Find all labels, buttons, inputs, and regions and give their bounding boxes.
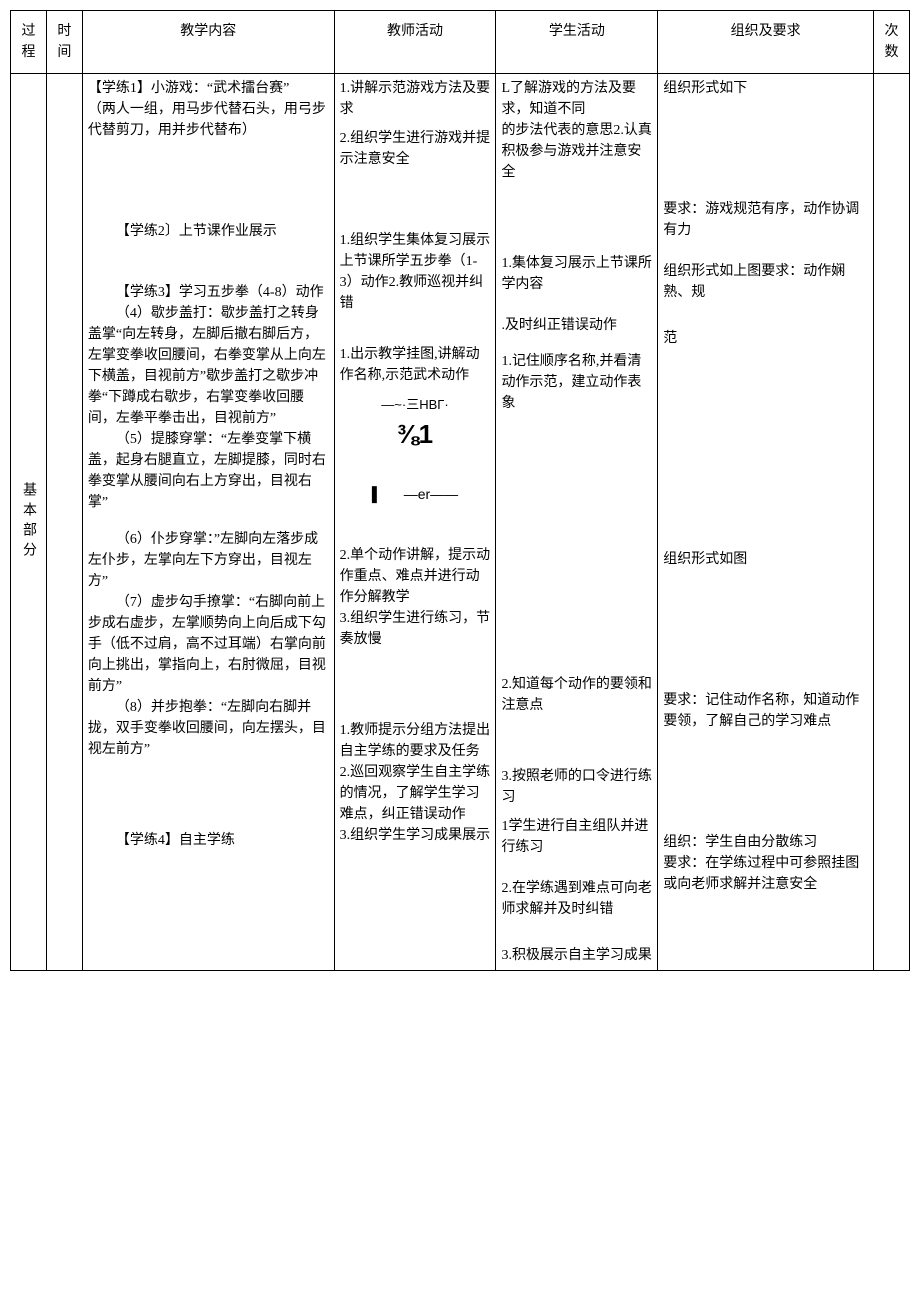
header-student: 学生活动	[496, 11, 658, 74]
org-cell: 组织形式如下 要求：游戏规范有序，动作协调有力 组织形式如上图要求：动作娴熟、规…	[658, 74, 874, 971]
t1-2: 2.组织学生进行游戏并提示注意安全	[340, 128, 491, 170]
s1-1: L了解游戏的方法及要求，知道不同	[501, 78, 652, 120]
s4-3: 3.积极展示自主学习成果	[501, 945, 652, 966]
xl3-6: （6）仆步穿掌：”左脚向左落步成左仆步，左掌向左下方穿出，目视左方”	[88, 529, 329, 592]
xl4-title: 【学练4】自主学练	[88, 830, 329, 851]
t3-1: 1.出示教学挂图,讲解动作名称,示范武术动作	[340, 344, 491, 386]
t3-3: 3.组织学生进行练习，节奏放慢	[340, 608, 491, 650]
xl3-5: （5）提膝穿掌：“左拳变掌下横盖，起身右腿直立，左脚提膝，同时右拳变掌从腰间向右…	[88, 429, 329, 513]
xl1-title: 【学练1】小游戏：“武术擂台赛”	[88, 78, 329, 99]
xl3-7: （7）虚步勾手撩掌：“右脚向前上步成右虚步，左掌顺势向上向后成下勾手（低不过肩，…	[88, 592, 329, 697]
header-time: 时间	[46, 11, 82, 74]
t4-2: 2.巡回观察学生自主学练的情况，了解学生学习难点，纠正错误动作	[340, 762, 491, 825]
time-cell	[46, 74, 82, 971]
diagram-1: —~·三HBΓ· ⅜1	[340, 394, 491, 454]
s2-2: .及时纠正错误动作	[501, 315, 652, 336]
s1-2: 的步法代表的意思2.认真积极参与游戏并注意安全	[501, 120, 652, 183]
header-teacher: 教师活动	[334, 11, 496, 74]
o1-1: 组织形式如下	[663, 78, 868, 99]
sym1: —~·三HBΓ·	[381, 397, 448, 412]
xl3-8: （8）并步抱拳：“左脚向右脚并拢，双手变拳收回腰间，向左摆头，目视左前方”	[88, 697, 329, 760]
s4-1: 1学生进行自主组队并进行练习	[501, 816, 652, 858]
s2-1: 1.集体复习展示上节课所学内容	[501, 253, 652, 295]
xl2-title: 【学练2〕上节课作业展示	[88, 221, 329, 242]
table-body-row: 基本部分 【学练1】小游戏：“武术擂台赛” （两人一组，用马步代替石头，用弓步代…	[11, 74, 910, 971]
fraction: ⅜1	[397, 419, 433, 449]
t4-3: 3.组织学生学习成果展示	[340, 825, 491, 846]
teacher-cell: 1.讲解示范游戏方法及要求 2.组织学生进行游戏并提示注意安全 1.组织学生集体…	[334, 74, 496, 971]
o4-1: 组织：学生自由分散练习	[663, 832, 868, 853]
o1-2: 要求：游戏规范有序，动作协调有力	[663, 199, 868, 241]
s4-2: 2.在学练遇到难点可向老师求解并及时纠错	[501, 878, 652, 920]
sym2a: ▌	[372, 486, 382, 502]
header-content: 教学内容	[82, 11, 334, 74]
o3-2: 要求：记住动作名称，知道动作要领，了解自己的学习难点	[663, 690, 868, 732]
s3-3: 3.按照老师的口令进行练习	[501, 766, 652, 808]
lesson-plan-table: 过程 时间 教学内容 教师活动 学生活动 组织及要求 次数 基本部分 【学练1】…	[10, 10, 910, 971]
xl3-4: （4）歇步盖打：歇步盖打之转身盖掌“向左转身，左脚后撤右脚后方，左掌变拳收回腰间…	[88, 303, 329, 429]
s3-1: 1.记住顺序名称,并看清动作示范，建立动作表象	[501, 351, 652, 414]
t4-1: 1.教师提示分组方法提出自主学练的要求及任务	[340, 720, 491, 762]
o2-1: 组织形式如上图要求：动作娴熟、规	[663, 261, 868, 303]
t3-2: 2.单个动作讲解，提示动作重点、难点并进行动作分解教学	[340, 545, 491, 608]
table-header-row: 过程 时间 教学内容 教师活动 学生活动 组织及要求 次数	[11, 11, 910, 74]
o2-2: 范	[663, 328, 868, 349]
o3-1: 组织形式如图	[663, 549, 868, 570]
section-label: 基本部分	[11, 74, 47, 971]
header-count: 次数	[874, 11, 910, 74]
diagram-2: ▌ —er——	[340, 484, 491, 505]
header-org: 组织及要求	[658, 11, 874, 74]
t2-1: 1.组织学生集体复习展示上节课所学五步拳（1-3）动作2.教师巡视并纠错	[340, 230, 491, 314]
t1-1: 1.讲解示范游戏方法及要求	[340, 78, 491, 120]
student-cell: L了解游戏的方法及要求，知道不同 的步法代表的意思2.认真积极参与游戏并注意安全…	[496, 74, 658, 971]
s3-2: 2.知道每个动作的要领和注意点	[501, 674, 652, 716]
xl3-title: 【学练3】学习五步拳（4-8）动作	[88, 282, 329, 303]
xl1-desc: （两人一组，用马步代替石头，用弓步代替剪刀，用并步代替布）	[88, 99, 329, 141]
header-process: 过程	[11, 11, 47, 74]
sym2b: —er——	[404, 486, 458, 502]
o4-2: 要求：在学练过程中可参照挂图或向老师求解并注意安全	[663, 853, 868, 895]
count-cell	[874, 74, 910, 971]
content-cell: 【学练1】小游戏：“武术擂台赛” （两人一组，用马步代替石头，用弓步代替剪刀，用…	[82, 74, 334, 971]
